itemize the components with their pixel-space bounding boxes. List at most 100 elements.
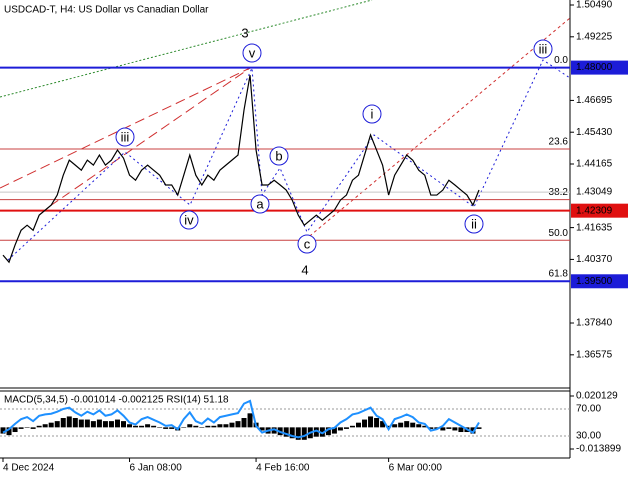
histogram-bar <box>331 427 337 434</box>
x-tick-label: 4 Dec 2024 <box>3 463 55 474</box>
histogram-bar <box>355 422 361 428</box>
histogram-bar <box>410 422 416 428</box>
price-tag-label: 1.39500 <box>576 276 613 287</box>
wave-circle <box>297 234 317 254</box>
price-line <box>2 75 480 264</box>
y-tick-label: 1.45430 <box>576 127 613 138</box>
histogram-bar <box>181 427 187 428</box>
histogram-bar <box>0 427 6 434</box>
histogram-bar <box>325 427 331 436</box>
histogram-bar <box>211 425 217 428</box>
histogram-bar <box>84 419 90 428</box>
histogram-bar <box>30 427 36 429</box>
wave-circle <box>115 127 135 147</box>
histogram-bar <box>476 427 482 429</box>
histogram-bar <box>368 416 374 428</box>
histogram-bar <box>283 427 289 437</box>
wave-label: iv <box>184 212 194 227</box>
wave-label: 3 <box>241 25 248 40</box>
wave-path <box>7 59 571 261</box>
y-tick-label: 1.50490 <box>576 0 613 11</box>
y2-tick-label: 70.00 <box>576 404 601 415</box>
trend-line <box>49 67 251 207</box>
histogram-bar <box>374 418 380 428</box>
histogram-bar <box>205 425 211 428</box>
histogram-bar <box>60 418 66 428</box>
histogram-bar <box>24 427 30 428</box>
histogram-bar <box>187 424 193 428</box>
y-tick-label: 1.46695 <box>576 95 613 106</box>
price-tag-label: 1.43049 <box>576 187 613 198</box>
histogram-bar <box>199 427 205 428</box>
y-tick-label: 1.41635 <box>576 222 613 233</box>
histogram-bar <box>458 427 464 433</box>
histogram-bar <box>289 427 295 439</box>
wave-circle <box>179 210 199 230</box>
price-tag <box>571 60 628 75</box>
indicator-title: MACD(5,34,5) -0.001014 -0.002125 RSI(14)… <box>4 395 229 406</box>
histogram-bar <box>247 413 253 428</box>
price-tag <box>571 203 628 218</box>
price-tag <box>571 185 628 200</box>
histogram-bar <box>163 427 169 429</box>
histogram-bar <box>301 427 307 440</box>
histogram-bar <box>271 427 277 434</box>
wave-label: c <box>304 236 311 251</box>
histogram-bar <box>217 424 223 428</box>
trend-line <box>304 17 571 241</box>
fib-label: 23.6 <box>549 137 569 148</box>
price-tag-label: 1.48000 <box>576 62 613 73</box>
histogram-bar <box>72 418 78 428</box>
y-tick-label: 1.40370 <box>576 254 613 265</box>
histogram-bar <box>343 427 349 429</box>
trend-line <box>0 0 373 98</box>
wave-label: a <box>256 196 264 211</box>
histogram-bar <box>416 424 422 428</box>
histogram-bar <box>42 424 48 428</box>
histogram-bar <box>470 427 476 434</box>
histogram-bar <box>235 421 241 428</box>
histogram-bar <box>108 421 114 428</box>
wave-circle <box>250 194 270 214</box>
wave-circle <box>362 104 382 124</box>
wave-label: b <box>275 148 282 163</box>
histogram-bar <box>404 421 410 428</box>
histogram-bar <box>121 421 127 428</box>
wave-label: i <box>371 106 374 121</box>
wave-label: 4 <box>301 262 308 277</box>
histogram-bar <box>157 427 163 428</box>
histogram-bar <box>6 427 12 436</box>
histogram-bar <box>386 425 392 428</box>
histogram-bar <box>12 427 18 433</box>
histogram-bar <box>127 424 133 428</box>
histogram-bar <box>337 427 343 431</box>
histogram-bar <box>392 424 398 428</box>
histogram-bar <box>446 427 452 429</box>
histogram-bar <box>452 427 458 431</box>
histogram-bar <box>36 425 42 428</box>
histogram-bar <box>259 427 265 431</box>
wave-label: ii <box>471 216 477 231</box>
histogram-bar <box>139 425 145 428</box>
histogram-bar <box>440 427 446 431</box>
histogram-bar <box>229 422 235 428</box>
rsi-line <box>2 399 480 439</box>
histogram-bar <box>319 427 325 437</box>
chart-title: USDCAD-T, H4: US Dollar vs Canadian Doll… <box>4 5 209 16</box>
histogram-bar <box>48 422 54 428</box>
histogram-bar <box>313 427 319 437</box>
histogram-bar <box>102 421 108 428</box>
price-tag-label: 1.42309 <box>576 205 613 216</box>
y-tick-label: 0.020129 <box>576 391 618 402</box>
wave-label: v <box>249 45 256 60</box>
wave-circle <box>269 146 289 166</box>
wave-label: iii <box>539 41 548 56</box>
histogram-bar <box>193 425 199 428</box>
histogram-bar <box>295 427 301 440</box>
fib-label: 61.8 <box>549 269 569 280</box>
y2-tick-label: 30.00 <box>576 431 601 442</box>
x-tick-label: 4 Feb 16:00 <box>256 463 310 474</box>
histogram-bar <box>362 419 368 428</box>
